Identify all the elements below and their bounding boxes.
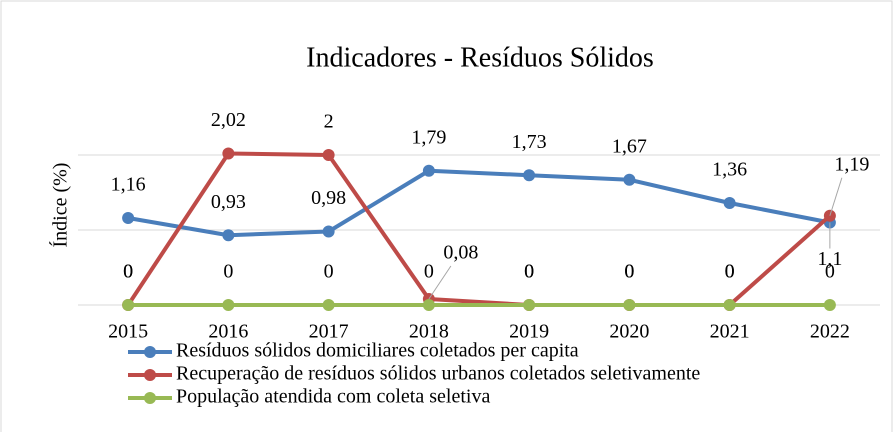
x-tick-label: 2017 [309,321,349,343]
data-label: 1,36 [712,159,747,181]
data-label: 0 [223,261,233,283]
x-tick-label: 2020 [609,321,649,343]
legend-label: População atendida com coleta seletiva [176,386,490,408]
data-point [623,173,636,186]
data-label: 0 [324,261,334,283]
data-label: 1,16 [111,174,146,196]
data-point [322,225,335,238]
data-label: 0 [524,261,534,283]
data-point [322,299,335,311]
data-label: 1,79 [411,126,446,148]
legend-marker [144,392,156,404]
data-point [523,299,536,311]
data-label: 0 [825,261,835,283]
data-point [122,299,135,311]
data-label: 1,73 [512,131,547,153]
chart-title: Indicadores - Resíduos Sólidos [306,42,654,73]
x-tick-label: 2021 [710,321,750,343]
data-point [222,229,235,242]
data-label: 0 [123,261,133,283]
x-tick-label: 2015 [108,321,148,343]
data-point [222,147,235,160]
data-label: 0 [725,261,735,283]
data-point [122,212,135,224]
data-label: 2,02 [211,109,246,131]
data-point [723,299,736,311]
data-label: 0,93 [211,191,246,213]
data-label: 0 [624,261,634,283]
series-line [127,168,831,238]
legend-label: Resíduos sólidos domiciliares coletados … [176,340,579,362]
leader-line [829,177,843,216]
data-point [322,149,335,161]
legend-label: Recuperação de resíduos sólidos urbanos … [176,363,700,385]
data-label: 0 [725,261,735,283]
legend-marker [144,369,156,381]
data-label: 0 [624,261,634,283]
data-point [222,299,235,311]
data-point [723,197,736,209]
data-label: 2 [324,111,334,133]
data-point [422,299,435,311]
legend-marker [144,346,156,358]
data-label: 1,67 [612,135,647,157]
data-label: 1,19 [834,153,869,175]
x-tick-label: 2022 [810,321,850,343]
data-label: 1,1 [817,248,842,270]
data-point [523,169,536,182]
leader-line [428,265,452,300]
data-point [823,299,836,311]
data-label: 0 [524,261,534,283]
data-label: 0 [123,261,133,283]
x-tick-label: 2018 [409,321,449,343]
data-label: 0 [424,261,434,283]
data-label: 0,08 [443,242,478,264]
x-tick-label: 2019 [509,321,549,343]
data-point [422,164,435,177]
y-axis-label: Índice (%) [49,163,72,248]
x-tick-label: 2016 [208,321,248,343]
data-point [623,299,636,311]
data-label: 0,98 [311,187,346,209]
